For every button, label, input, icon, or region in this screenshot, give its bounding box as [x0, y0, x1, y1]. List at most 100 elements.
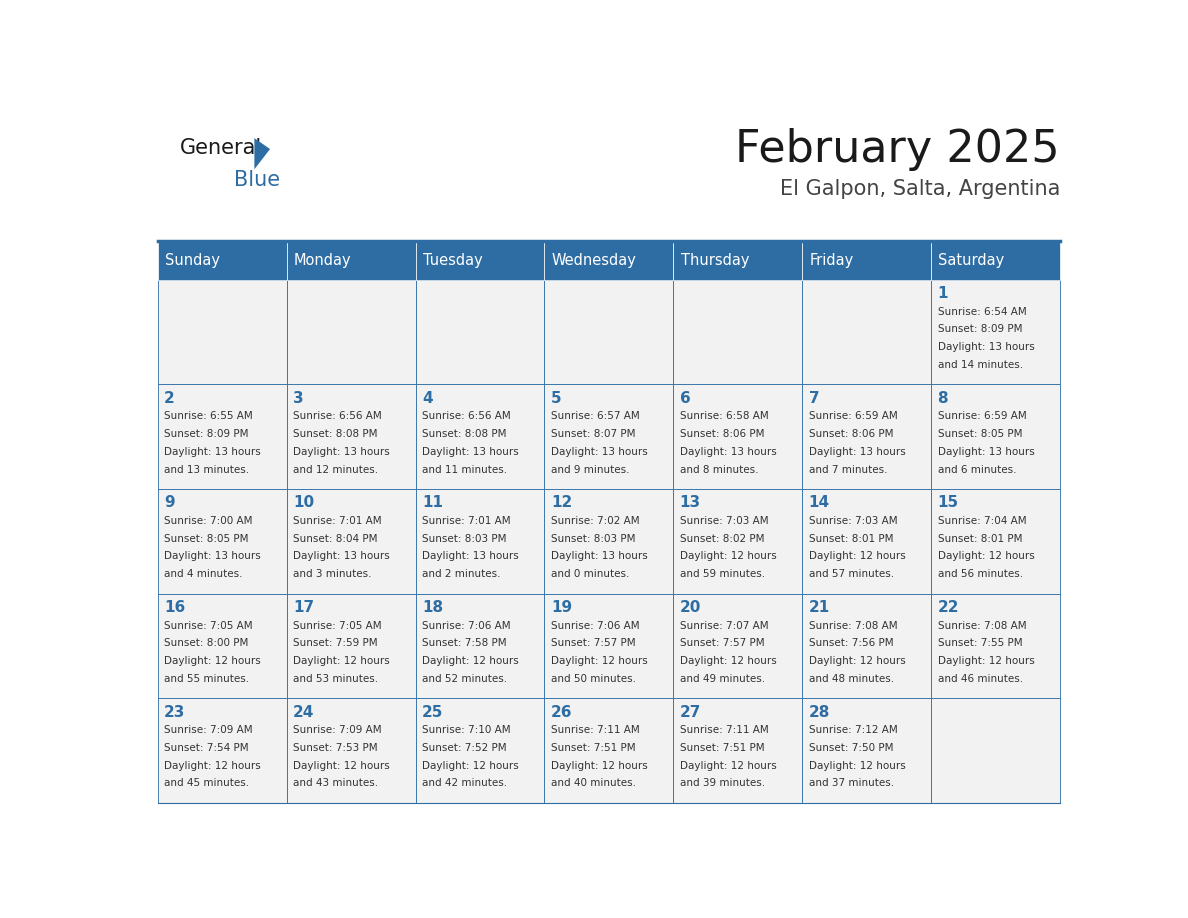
Bar [286, 385, 416, 489]
Bar [674, 699, 802, 803]
Text: and 13 minutes.: and 13 minutes. [164, 465, 249, 475]
Text: 9: 9 [164, 496, 175, 510]
Text: Daylight: 12 hours: Daylight: 12 hours [809, 761, 905, 770]
Text: Daylight: 12 hours: Daylight: 12 hours [422, 761, 519, 770]
Text: Sunset: 8:08 PM: Sunset: 8:08 PM [293, 429, 378, 439]
Text: Sunrise: 7:09 AM: Sunrise: 7:09 AM [293, 725, 381, 735]
Text: Daylight: 13 hours: Daylight: 13 hours [551, 447, 647, 457]
Text: Thursday: Thursday [681, 252, 750, 268]
Text: 17: 17 [293, 600, 314, 615]
Text: Daylight: 13 hours: Daylight: 13 hours [164, 447, 261, 457]
Text: Sunset: 7:53 PM: Sunset: 7:53 PM [293, 743, 378, 753]
Text: 24: 24 [293, 705, 315, 720]
Text: and 0 minutes.: and 0 minutes. [551, 569, 630, 579]
Text: Sunrise: 7:09 AM: Sunrise: 7:09 AM [164, 725, 253, 735]
Text: 21: 21 [809, 600, 830, 615]
Text: Sunset: 7:57 PM: Sunset: 7:57 PM [680, 638, 764, 648]
Text: and 12 minutes.: and 12 minutes. [293, 465, 378, 475]
Text: and 9 minutes.: and 9 minutes. [551, 465, 630, 475]
Text: 7: 7 [809, 391, 820, 406]
Text: 11: 11 [422, 496, 443, 510]
Bar [802, 241, 931, 280]
Bar [674, 241, 802, 280]
Text: 10: 10 [293, 496, 314, 510]
Text: and 37 minutes.: and 37 minutes. [809, 778, 893, 789]
Text: 15: 15 [937, 496, 959, 510]
Text: 1: 1 [937, 286, 948, 301]
Text: 16: 16 [164, 600, 185, 615]
Text: Sunrise: 7:03 AM: Sunrise: 7:03 AM [809, 516, 897, 526]
Bar [931, 699, 1060, 803]
Text: Sunset: 8:06 PM: Sunset: 8:06 PM [809, 429, 893, 439]
Text: 23: 23 [164, 705, 185, 720]
Text: Sunset: 8:00 PM: Sunset: 8:00 PM [164, 638, 248, 648]
Text: and 43 minutes.: and 43 minutes. [293, 778, 378, 789]
Bar [674, 489, 802, 594]
Text: Daylight: 12 hours: Daylight: 12 hours [293, 656, 390, 666]
Bar [544, 280, 674, 385]
Text: Sunset: 7:56 PM: Sunset: 7:56 PM [809, 638, 893, 648]
Bar [674, 280, 802, 385]
Bar [286, 594, 416, 699]
Bar [931, 241, 1060, 280]
Text: Daylight: 12 hours: Daylight: 12 hours [809, 552, 905, 562]
Bar [416, 385, 544, 489]
Text: Sunrise: 6:56 AM: Sunrise: 6:56 AM [293, 411, 381, 421]
Text: Sunset: 7:55 PM: Sunset: 7:55 PM [937, 638, 1022, 648]
Text: and 4 minutes.: and 4 minutes. [164, 569, 242, 579]
Text: Sunset: 8:09 PM: Sunset: 8:09 PM [937, 324, 1022, 334]
Bar [674, 385, 802, 489]
Bar [158, 594, 286, 699]
Text: and 48 minutes.: and 48 minutes. [809, 674, 893, 684]
Text: Monday: Monday [293, 252, 352, 268]
Text: Sunrise: 7:08 AM: Sunrise: 7:08 AM [809, 621, 897, 631]
Text: Sunrise: 7:04 AM: Sunrise: 7:04 AM [937, 516, 1026, 526]
Text: 26: 26 [551, 705, 573, 720]
Bar [802, 489, 931, 594]
Text: Tuesday: Tuesday [423, 252, 482, 268]
Bar [286, 489, 416, 594]
Text: Sunset: 7:51 PM: Sunset: 7:51 PM [551, 743, 636, 753]
Text: Daylight: 12 hours: Daylight: 12 hours [551, 761, 647, 770]
Bar [416, 280, 544, 385]
Text: 3: 3 [293, 391, 304, 406]
Text: and 14 minutes.: and 14 minutes. [937, 360, 1023, 370]
Text: 20: 20 [680, 600, 701, 615]
Text: Daylight: 12 hours: Daylight: 12 hours [937, 552, 1035, 562]
Text: Sunrise: 7:01 AM: Sunrise: 7:01 AM [422, 516, 511, 526]
Text: and 7 minutes.: and 7 minutes. [809, 465, 887, 475]
Text: Sunrise: 6:58 AM: Sunrise: 6:58 AM [680, 411, 769, 421]
Bar [931, 280, 1060, 385]
Polygon shape [254, 138, 270, 169]
Text: Friday: Friday [809, 252, 854, 268]
Text: Sunrise: 7:10 AM: Sunrise: 7:10 AM [422, 725, 511, 735]
Bar [416, 489, 544, 594]
Text: Sunset: 8:01 PM: Sunset: 8:01 PM [937, 533, 1022, 543]
Text: Daylight: 13 hours: Daylight: 13 hours [809, 447, 905, 457]
Text: and 59 minutes.: and 59 minutes. [680, 569, 765, 579]
Text: Sunset: 8:03 PM: Sunset: 8:03 PM [422, 533, 506, 543]
Bar [544, 241, 674, 280]
Text: Daylight: 12 hours: Daylight: 12 hours [680, 656, 777, 666]
Text: Daylight: 13 hours: Daylight: 13 hours [937, 342, 1035, 353]
Bar [544, 594, 674, 699]
Text: 5: 5 [551, 391, 562, 406]
Text: Sunset: 8:04 PM: Sunset: 8:04 PM [293, 533, 378, 543]
Text: 25: 25 [422, 705, 443, 720]
Text: Sunrise: 7:02 AM: Sunrise: 7:02 AM [551, 516, 639, 526]
Text: Daylight: 12 hours: Daylight: 12 hours [680, 761, 777, 770]
Text: Daylight: 13 hours: Daylight: 13 hours [164, 552, 261, 562]
Text: Daylight: 12 hours: Daylight: 12 hours [937, 656, 1035, 666]
Text: and 11 minutes.: and 11 minutes. [422, 465, 507, 475]
Text: 2: 2 [164, 391, 175, 406]
Text: and 8 minutes.: and 8 minutes. [680, 465, 758, 475]
Text: and 52 minutes.: and 52 minutes. [422, 674, 507, 684]
Text: Sunday: Sunday [165, 252, 220, 268]
Text: Daylight: 12 hours: Daylight: 12 hours [809, 656, 905, 666]
Text: Daylight: 12 hours: Daylight: 12 hours [164, 656, 261, 666]
Bar [416, 699, 544, 803]
Text: Sunrise: 7:06 AM: Sunrise: 7:06 AM [551, 621, 639, 631]
Text: and 6 minutes.: and 6 minutes. [937, 465, 1016, 475]
Text: and 53 minutes.: and 53 minutes. [293, 674, 378, 684]
Text: and 40 minutes.: and 40 minutes. [551, 778, 636, 789]
